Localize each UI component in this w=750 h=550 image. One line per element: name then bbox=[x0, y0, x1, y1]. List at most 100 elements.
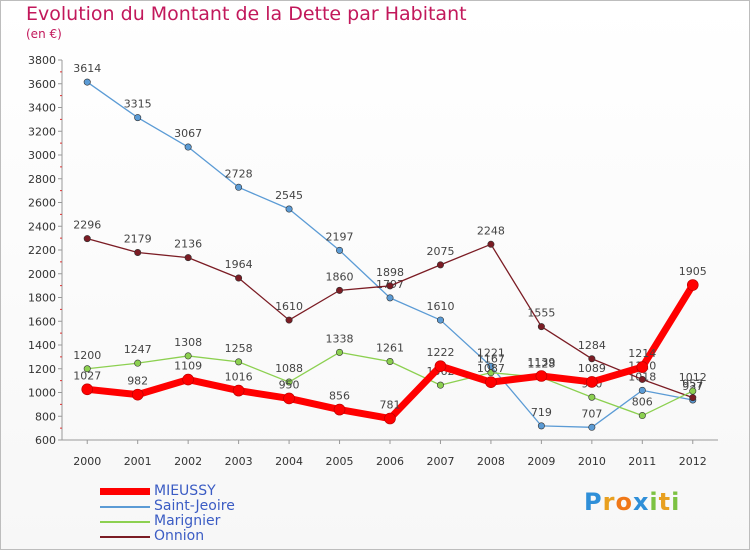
data-label-mieussy: 982 bbox=[127, 375, 148, 388]
y-tick-label: 1000 bbox=[28, 387, 56, 400]
data-label-marignier: 1012 bbox=[679, 371, 707, 384]
chart-title: Evolution du Montant de la Dette par Hab… bbox=[26, 3, 467, 25]
point-saint-jeoire bbox=[638, 386, 646, 394]
x-tick-label: 2005 bbox=[326, 455, 354, 468]
legend-swatch bbox=[100, 535, 150, 538]
x-tick-label: 2002 bbox=[174, 455, 202, 468]
point-mieussy bbox=[434, 360, 447, 372]
legend-label: Onnion bbox=[154, 528, 205, 544]
y-tick-label: 2400 bbox=[28, 220, 56, 233]
point-onnion bbox=[436, 261, 444, 269]
point-mieussy bbox=[586, 376, 598, 388]
data-label-saint-jeoire: 2545 bbox=[275, 189, 303, 202]
data-label-onnion: 2179 bbox=[124, 232, 152, 245]
logo-letter: i bbox=[671, 488, 681, 516]
data-label-marignier: 1261 bbox=[376, 342, 404, 355]
x-tick-label: 2011 bbox=[628, 455, 656, 468]
logo-letter: x bbox=[632, 488, 650, 516]
data-label-onnion: 1555 bbox=[527, 307, 555, 320]
legend-swatch bbox=[100, 520, 150, 523]
point-marignier bbox=[336, 348, 344, 356]
point-saint-jeoire bbox=[285, 205, 293, 213]
data-label-onnion: 957 bbox=[682, 378, 703, 391]
legend-label: Marignier bbox=[154, 513, 221, 529]
point-marignier bbox=[235, 358, 243, 366]
point-mieussy bbox=[333, 403, 346, 416]
point-marignier bbox=[386, 358, 394, 366]
data-label-marignier: 1247 bbox=[124, 343, 152, 356]
data-label-mieussy: 1222 bbox=[426, 346, 454, 359]
point-mieussy bbox=[636, 361, 649, 373]
point-marignier bbox=[184, 352, 192, 360]
x-tick-label: 2007 bbox=[426, 455, 454, 468]
x-tick-label: 2012 bbox=[679, 455, 707, 468]
data-label-saint-jeoire: 2197 bbox=[326, 230, 354, 243]
data-label-onnion: 1860 bbox=[326, 270, 354, 283]
data-label-saint-jeoire: 3067 bbox=[174, 127, 202, 140]
legend-swatch bbox=[100, 488, 150, 495]
point-marignier bbox=[134, 359, 142, 367]
point-mieussy bbox=[182, 373, 194, 386]
data-label-mieussy: 1016 bbox=[225, 371, 253, 384]
chart-subtitle: (en €) bbox=[26, 27, 62, 41]
data-label-mieussy: 856 bbox=[329, 390, 350, 403]
point-mieussy bbox=[131, 388, 144, 401]
point-saint-jeoire bbox=[134, 114, 142, 122]
point-mieussy bbox=[232, 384, 245, 397]
legend: MIEUSSY Saint-Jeoire Marignier Onnion bbox=[100, 484, 235, 544]
point-saint-jeoire bbox=[235, 183, 243, 191]
logo-letter: o bbox=[615, 488, 633, 516]
point-onnion bbox=[285, 316, 293, 324]
y-tick-label: 1200 bbox=[28, 363, 56, 376]
point-onnion bbox=[336, 286, 344, 294]
point-marignier bbox=[487, 369, 495, 377]
y-tick-label: 1400 bbox=[28, 339, 56, 352]
point-marignier bbox=[285, 378, 293, 386]
legend-swatch bbox=[100, 505, 150, 508]
data-label-mieussy: 1109 bbox=[174, 360, 202, 373]
data-label-saint-jeoire: 1610 bbox=[426, 300, 454, 313]
legend-label: MIEUSSY bbox=[154, 483, 216, 499]
legend-item-mieussy: MIEUSSY bbox=[100, 484, 235, 499]
data-label-marignier: 1338 bbox=[326, 332, 354, 345]
x-tick-label: 2003 bbox=[225, 455, 253, 468]
data-label-mieussy: 1214 bbox=[628, 347, 656, 360]
point-marignier bbox=[638, 412, 646, 420]
y-tick-label: 2200 bbox=[28, 244, 56, 257]
data-label-marignier: 1088 bbox=[275, 362, 303, 375]
point-onnion bbox=[235, 274, 243, 282]
point-saint-jeoire bbox=[588, 423, 596, 431]
y-tick-label: 3800 bbox=[28, 54, 56, 67]
data-label-saint-jeoire: 2728 bbox=[225, 167, 253, 180]
point-saint-jeoire bbox=[537, 422, 545, 430]
point-marignier bbox=[689, 387, 697, 395]
data-label-onnion: 2296 bbox=[73, 219, 101, 232]
data-label-saint-jeoire: 1221 bbox=[477, 346, 505, 359]
data-label-mieussy: 1087 bbox=[477, 362, 505, 375]
x-tick-label: 2010 bbox=[578, 455, 606, 468]
x-tick-label: 2001 bbox=[124, 455, 152, 468]
point-onnion bbox=[638, 375, 646, 383]
y-tick-label: 2800 bbox=[28, 173, 56, 186]
data-label-onnion: 1284 bbox=[578, 339, 606, 352]
x-tick-label: 2006 bbox=[376, 455, 404, 468]
logo-letter: P bbox=[584, 488, 603, 516]
data-label-saint-jeoire: 707 bbox=[581, 407, 602, 420]
data-label-saint-jeoire: 3614 bbox=[73, 62, 101, 75]
point-onnion bbox=[689, 394, 697, 402]
data-label-marignier: 1308 bbox=[174, 336, 202, 349]
line-chart: 600 800 1000 1200 1400 1600 1800 2000 2200 2400 26… bbox=[28, 54, 718, 468]
point-onnion bbox=[487, 240, 495, 248]
y-tick-label: 3200 bbox=[28, 125, 56, 138]
data-label-mieussy: 1139 bbox=[527, 356, 555, 369]
point-mieussy bbox=[485, 376, 497, 388]
y-tick-label: 3000 bbox=[28, 149, 56, 162]
data-label-mieussy: 1905 bbox=[679, 265, 707, 278]
data-label-onnion: 1610 bbox=[275, 300, 303, 313]
data-label-saint-jeoire: 937 bbox=[682, 380, 703, 393]
data-label-marignier: 1128 bbox=[527, 357, 555, 370]
logo-letter: r bbox=[602, 488, 616, 516]
point-saint-jeoire bbox=[184, 143, 192, 151]
legend-label: Saint-Jeoire bbox=[154, 498, 235, 514]
